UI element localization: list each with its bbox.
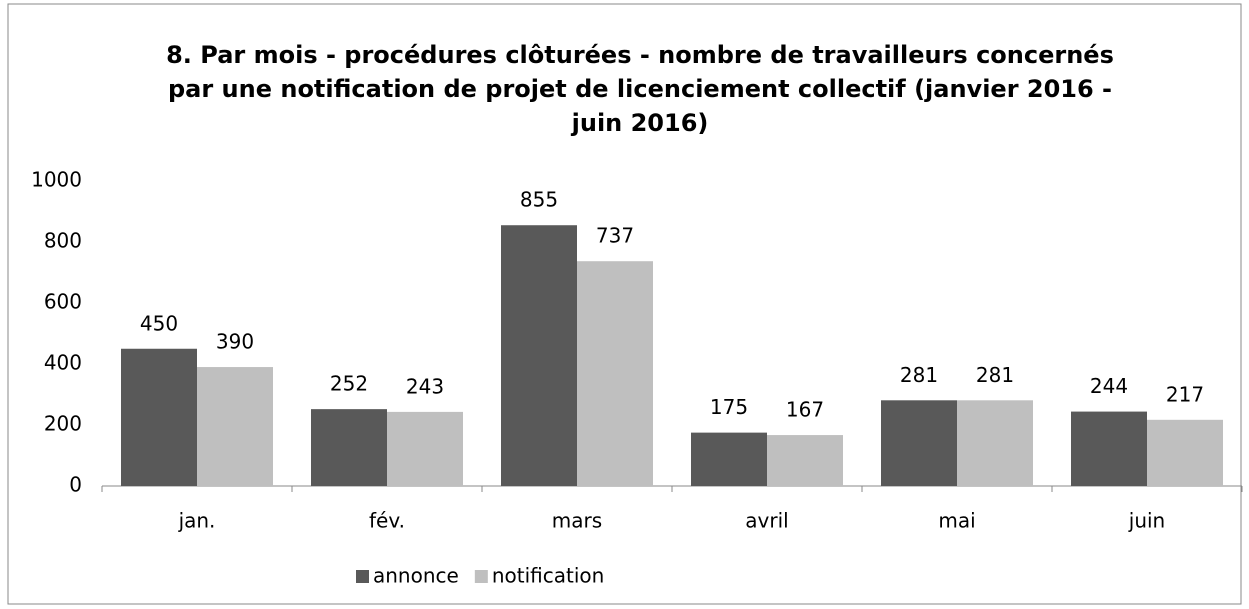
data-label: 167 bbox=[786, 398, 824, 422]
bar bbox=[691, 432, 767, 486]
bar bbox=[881, 400, 957, 486]
x-tick-label: avril bbox=[745, 509, 788, 533]
data-label: 737 bbox=[596, 224, 634, 248]
chart-frame bbox=[7, 3, 1242, 605]
bar bbox=[1147, 419, 1223, 486]
bar bbox=[577, 261, 653, 486]
y-tick-label: 400 bbox=[44, 351, 82, 375]
legend-swatch bbox=[356, 570, 369, 583]
legend-label: annonce bbox=[373, 564, 459, 588]
y-tick-label: 600 bbox=[44, 290, 82, 314]
data-label: 217 bbox=[1166, 382, 1204, 406]
data-label: 390 bbox=[216, 330, 254, 354]
data-label: 244 bbox=[1090, 374, 1128, 398]
legend-label: notification bbox=[492, 564, 604, 588]
data-label: 281 bbox=[976, 363, 1014, 387]
x-tick-label: jan. bbox=[178, 509, 216, 533]
bar bbox=[121, 348, 197, 486]
bar bbox=[1071, 411, 1147, 486]
data-label: 252 bbox=[330, 372, 368, 396]
x-tick-label: juin bbox=[1128, 509, 1165, 533]
x-tick-label: mai bbox=[938, 509, 975, 533]
y-tick-label: 1000 bbox=[31, 168, 82, 192]
legend-swatch bbox=[474, 570, 488, 583]
bar bbox=[767, 435, 843, 486]
y-tick-label: 800 bbox=[44, 229, 82, 253]
chart-title: 8. Par mois - procédures clôturées - nom… bbox=[166, 41, 1114, 137]
data-label: 175 bbox=[710, 395, 748, 419]
bar bbox=[957, 400, 1033, 486]
y-tick-label: 0 bbox=[69, 473, 82, 497]
data-label: 450 bbox=[140, 311, 178, 335]
bar bbox=[387, 411, 463, 486]
x-tick-label: fév. bbox=[369, 509, 405, 533]
y-tick-label: 200 bbox=[44, 412, 82, 436]
bar bbox=[197, 367, 273, 486]
bar bbox=[501, 225, 577, 486]
x-tick-label: mars bbox=[552, 509, 602, 533]
data-label: 281 bbox=[900, 363, 938, 387]
data-label: 855 bbox=[520, 188, 558, 212]
data-label: 243 bbox=[406, 374, 444, 398]
bar bbox=[311, 409, 387, 486]
